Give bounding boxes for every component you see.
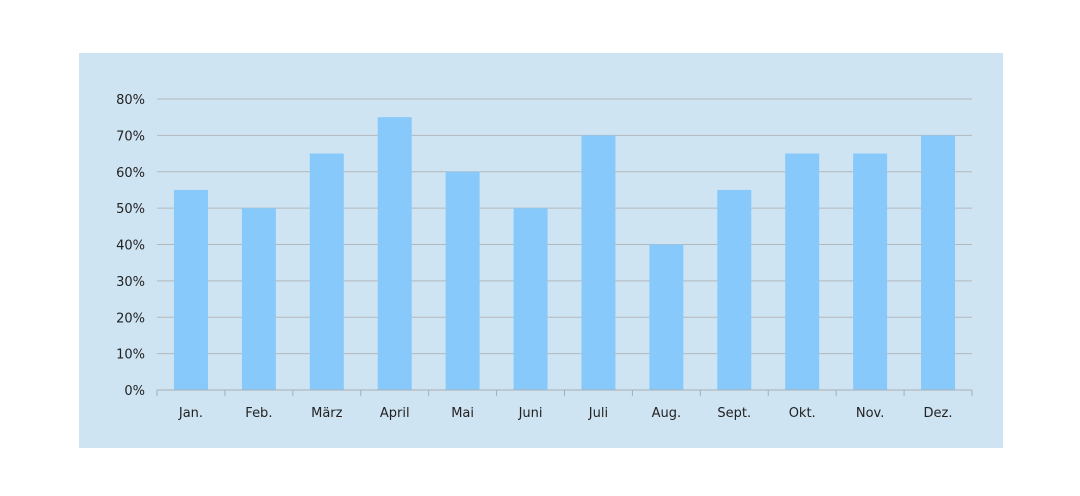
y-tick-label: 60% bbox=[116, 166, 145, 181]
x-tick-label: Dez. bbox=[924, 406, 953, 421]
y-tick-label: 70% bbox=[116, 129, 145, 144]
bars bbox=[173, 117, 956, 390]
bar bbox=[173, 189, 208, 390]
x-axis-labels: Jan. Feb. März April Mai Juni Juli Aug. Sept. Okt… bbox=[178, 406, 953, 421]
y-tick-label: 80% bbox=[116, 93, 145, 108]
x-tick-label: Juli bbox=[588, 406, 608, 421]
bar bbox=[581, 135, 616, 390]
y-tick-label: 30% bbox=[116, 275, 145, 290]
x-axis bbox=[156, 389, 973, 396]
x-tick-label: Okt. bbox=[789, 406, 816, 421]
bar bbox=[513, 208, 548, 390]
x-tick-label: Mai bbox=[451, 406, 474, 421]
y-tick-label: 10% bbox=[116, 348, 145, 363]
y-tick-label: 40% bbox=[116, 239, 145, 254]
x-tick-label: Nov. bbox=[856, 406, 885, 421]
bar bbox=[309, 153, 344, 390]
bar bbox=[921, 135, 956, 390]
bar bbox=[445, 171, 480, 390]
bar bbox=[377, 117, 412, 390]
bar bbox=[241, 208, 276, 390]
x-tick-label: Feb. bbox=[245, 406, 272, 421]
x-tick-label: März bbox=[311, 406, 343, 421]
y-tick-label: 20% bbox=[116, 311, 145, 326]
x-tick-label: Sept. bbox=[717, 406, 751, 421]
bar bbox=[785, 153, 820, 390]
y-axis-labels: 0% 10% 20% 30% 40% 50% 60% 70% 80% bbox=[116, 93, 145, 399]
x-tick-label: Aug. bbox=[652, 406, 682, 421]
y-tick-label: 0% bbox=[124, 384, 145, 399]
bar bbox=[649, 244, 684, 390]
bar bbox=[853, 153, 888, 390]
gridlines bbox=[157, 98, 972, 355]
bar bbox=[717, 189, 752, 390]
x-tick-label: Jan. bbox=[178, 406, 203, 421]
y-tick-label: 50% bbox=[116, 202, 145, 217]
x-tick-label: Juni bbox=[518, 406, 543, 421]
x-tick-label: April bbox=[380, 406, 410, 421]
